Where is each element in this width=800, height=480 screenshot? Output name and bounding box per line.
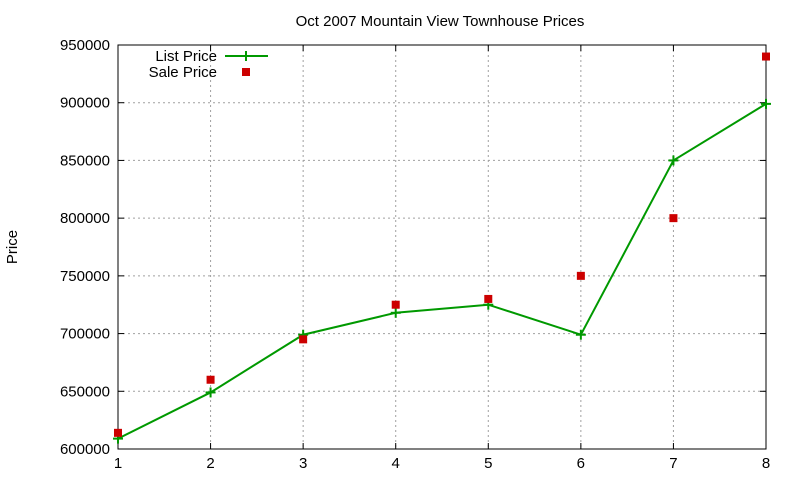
legend-label: List Price bbox=[155, 48, 217, 65]
list-price-point bbox=[668, 155, 679, 166]
sale-price-point bbox=[762, 52, 770, 61]
sale-price-point bbox=[669, 214, 678, 223]
legend-swatch-marker bbox=[241, 51, 251, 61]
x-tick-label: 8 bbox=[762, 455, 770, 472]
x-tick-label: 1 bbox=[114, 455, 122, 472]
legend-swatch-marker bbox=[242, 68, 250, 76]
legend-label: Sale Price bbox=[149, 64, 217, 81]
y-tick-label: 850000 bbox=[60, 152, 110, 169]
sale-price-point bbox=[114, 428, 122, 437]
plot-area bbox=[113, 52, 771, 444]
y-tick-label: 950000 bbox=[60, 37, 110, 54]
sale-price-point bbox=[299, 335, 308, 344]
sale-price-point bbox=[206, 375, 215, 384]
x-tick-label: 7 bbox=[669, 455, 677, 472]
list-price-point bbox=[761, 98, 771, 109]
list-price-point bbox=[205, 387, 216, 398]
plot-frame bbox=[117, 44, 767, 450]
y-tick-label: 600000 bbox=[60, 441, 110, 458]
x-tick-label: 3 bbox=[299, 455, 307, 472]
sale-price-point bbox=[576, 271, 585, 280]
series-line-list-price bbox=[117, 103, 767, 440]
sale-price-point bbox=[391, 300, 400, 309]
y-tick-label: 900000 bbox=[60, 95, 110, 112]
list-price-point bbox=[575, 329, 586, 340]
y-tick-label: 800000 bbox=[60, 210, 110, 227]
y-tick-label: 650000 bbox=[60, 383, 110, 400]
x-tick-label: 4 bbox=[392, 455, 400, 472]
y-tick-label: 750000 bbox=[60, 268, 110, 285]
x-tick-label: 6 bbox=[577, 455, 585, 472]
sale-price-point bbox=[484, 294, 493, 303]
x-tick-label: 2 bbox=[206, 455, 214, 472]
x-tick-label: 5 bbox=[484, 455, 492, 472]
axes: 600000 650000 700000 750000 800000 850000 9000… bbox=[60, 37, 770, 472]
y-tick-label: 700000 bbox=[60, 326, 110, 343]
list-price-point bbox=[390, 307, 401, 318]
grid-lines bbox=[118, 45, 766, 449]
chart-title: Oct 2007 Mountain View Townhouse Prices bbox=[296, 13, 585, 30]
y-axis-label: Price bbox=[4, 230, 21, 264]
